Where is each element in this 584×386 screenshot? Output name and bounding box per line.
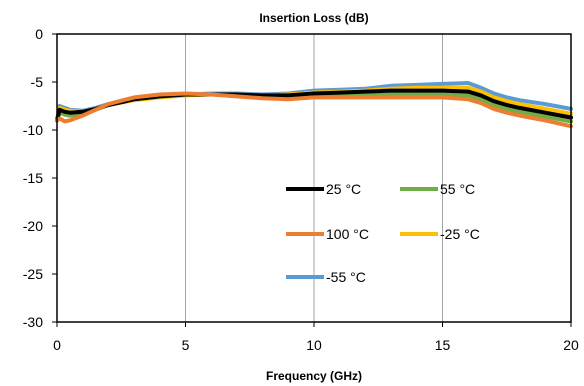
- x-tick-label: 20: [563, 337, 579, 353]
- x-tick-label: 0: [53, 337, 61, 353]
- x-tick-label: 15: [435, 337, 451, 353]
- series-line-3: [55, 88, 573, 123]
- x-tick-label: 10: [306, 337, 322, 353]
- legend-label: 100 °C: [326, 226, 369, 242]
- y-tick-label: 0: [35, 26, 43, 42]
- y-tick-label: -20: [23, 218, 43, 234]
- legend-label: 25 °C: [326, 181, 361, 197]
- y-tick-label: -30: [23, 314, 43, 330]
- axis-ticks: 0 -5 -10 -15 -20 -25 -30 0 5 10 15 20: [23, 26, 579, 353]
- y-tick-label: -25: [23, 266, 43, 282]
- legend-label: -25 °C: [440, 226, 480, 242]
- x-axis-title: Frequency (GHz): [266, 369, 362, 383]
- y-tick-label: -10: [23, 122, 43, 138]
- legend-label: 55 °C: [440, 181, 475, 197]
- y-tick-label: -15: [23, 170, 43, 186]
- chart-title: Insertion Loss (dB): [259, 11, 368, 25]
- legend: 25 °C 55 °C 100 °C -25 °C -55 °C: [286, 181, 480, 285]
- series-line-4: [55, 91, 573, 129]
- legend-label: -55 °C: [326, 269, 366, 285]
- x-tick-label: 5: [182, 337, 190, 353]
- y-tick-label: -5: [31, 74, 44, 90]
- plot-area-frame: [56, 33, 572, 323]
- series-lines: [55, 81, 573, 129]
